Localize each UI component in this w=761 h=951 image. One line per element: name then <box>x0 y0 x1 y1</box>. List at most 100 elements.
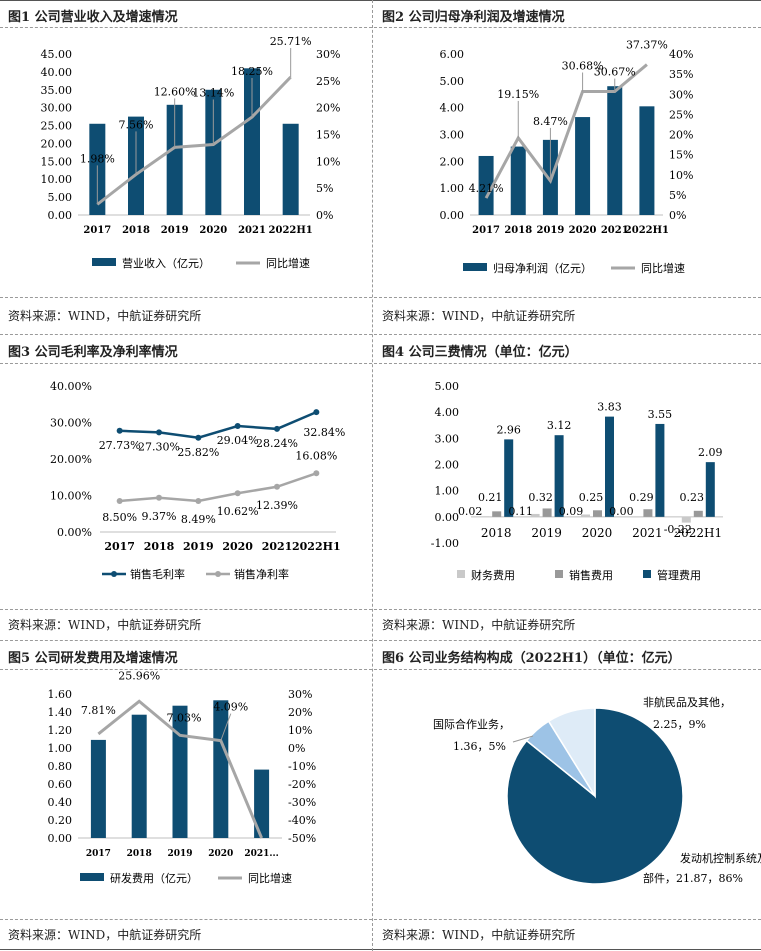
row-divider-1 <box>0 27 761 28</box>
c5-y2-tick-2: -30% <box>288 796 316 809</box>
c2-y2-tick-7: 35% <box>669 68 693 81</box>
c4-bar-0-1 <box>530 513 540 517</box>
c1-y-tick-7: 35.00 <box>41 84 73 97</box>
c4-legend-label-2: 管理费用 <box>657 568 701 582</box>
c3-legend-net-marker <box>215 571 221 577</box>
c4-value-label-1-1: 0.32 <box>528 491 553 504</box>
c4-category-4: 2022H1 <box>673 526 722 540</box>
c4-value-label-0-1: 0.11 <box>508 505 532 518</box>
c1-y2-tick-1: 5% <box>316 182 333 195</box>
c4-category-2: 2020 <box>582 526 613 540</box>
c1-y2-tick-4: 20% <box>316 102 340 115</box>
c1-bar-2 <box>166 104 183 215</box>
c1-category-0: 2017 <box>83 225 111 236</box>
c4-y-tick-5: 4.00 <box>435 406 460 419</box>
c5-y2-tick-8: 30% <box>288 688 312 701</box>
c1-legend-bar-label: 营业收入（亿元） <box>122 256 210 270</box>
c4-value-label-0-0: 0.02 <box>458 505 483 518</box>
c3-y-tick-3: 30.00% <box>50 417 92 430</box>
c3-marker-0-2 <box>195 434 202 441</box>
c1-legend-bar-swatch <box>92 258 116 266</box>
c2-y2-tick-2: 10% <box>669 169 693 182</box>
c3-category-3: 2020 <box>222 540 253 553</box>
top-rule <box>0 0 761 1</box>
c5-legend-bar-label: 研发费用（亿元） <box>110 871 198 885</box>
c3-point-label-0-3: 29.04% <box>217 434 259 447</box>
c1-y-tick-5: 25.00 <box>41 120 73 133</box>
c3-marker-1-5 <box>313 470 320 477</box>
c4-y-tick-1: 0.00 <box>435 511 460 524</box>
c5-y-tick-5: 1.00 <box>48 742 73 755</box>
row-divider-7 <box>0 669 761 670</box>
c4-bar-0-0 <box>480 516 490 517</box>
c2-bar-4 <box>607 86 623 215</box>
c5-y2-tick-6: 10% <box>288 724 312 737</box>
c3-marker-0-1 <box>156 429 162 436</box>
c3-point-label-0-4: 28.24% <box>256 437 298 450</box>
c3-point-label-0-0: 27.73% <box>99 439 141 452</box>
c2-y2-tick-8: 40% <box>669 48 693 61</box>
c2-legend-bar-swatch <box>463 263 487 271</box>
c4-bar-2-1 <box>554 435 564 517</box>
c3-point-label-1-2: 8.49% <box>181 513 216 526</box>
c1-y-tick-2: 10.00 <box>41 173 73 186</box>
c3-y-tick-2: 20.00% <box>50 453 92 466</box>
row-divider-6 <box>0 640 761 641</box>
c2-y2-tick-4: 20% <box>669 129 693 142</box>
fig2-source: 资料来源：WIND，中航证券研究所 <box>382 309 576 323</box>
c3-marker-1-2 <box>195 498 202 505</box>
c4-bar-1-2 <box>593 510 602 517</box>
c5-growth-label-1: 25.96% <box>118 669 160 682</box>
c1-y2-tick-2: 10% <box>316 155 340 168</box>
c1-category-5: 2022H1 <box>269 225 313 236</box>
fig1-title: 图1 公司营业收入及增速情况 <box>8 10 178 25</box>
c2-y-tick-5: 5.00 <box>440 75 465 88</box>
c3-marker-0-3 <box>234 423 241 430</box>
c3-y-tick-1: 10.00% <box>50 490 92 503</box>
c4-legend-swatch-2 <box>643 570 651 578</box>
c5-y-tick-1: 0.20 <box>48 814 73 827</box>
fig3-source: 资料来源：WIND，中航证券研究所 <box>8 618 202 632</box>
c2-growth-line <box>484 63 648 199</box>
c3-category-1: 2018 <box>144 540 175 553</box>
c2-y-tick-3: 3.00 <box>440 129 465 142</box>
margin-chart: 0.00% 10.00% 20.00% 30.00% 40.00% 27.73%27.30… <box>50 380 345 581</box>
c4-y-tick-0: -1.00 <box>431 537 459 550</box>
c2-y2-tick-1: 5% <box>669 189 686 202</box>
c5-legend-line-label: 同比增速 <box>248 871 292 885</box>
c4-bar-0-4 <box>681 516 691 523</box>
c3-y-tick-4: 40.00% <box>50 380 92 393</box>
c3-marker-0-5 <box>313 409 320 416</box>
c4-legend-swatch-1 <box>555 570 563 578</box>
c3-point-label-1-5: 16.08% <box>295 449 337 462</box>
c3-point-label-1-4: 12.39% <box>256 499 298 512</box>
c2-growth-label-5: 37.37% <box>626 39 668 52</box>
c4-bar-1-3 <box>643 509 653 517</box>
c5-growth-line <box>97 699 263 839</box>
row-divider-3 <box>0 334 761 335</box>
c3-category-4: 2021 <box>262 540 293 553</box>
c1-y-tick-9: 45.00 <box>41 48 73 61</box>
fig6-source: 资料来源：WIND，中航证券研究所 <box>382 928 576 942</box>
c1-bar-3 <box>205 89 222 215</box>
c5-category-4: 2021... <box>244 849 278 859</box>
c5-bar-4 <box>254 769 270 838</box>
c4-y-tick-6: 5.00 <box>435 380 460 393</box>
c5-growth-label-0: 7.81% <box>81 704 116 717</box>
c2-y2-tick-0: 0% <box>669 209 686 222</box>
c2-y-tick-2: 2.00 <box>440 155 465 168</box>
c3-marker-0-0 <box>116 427 123 434</box>
c5-category-0: 2017 <box>86 849 111 859</box>
c6-label-civil-line1: 非航民品及其他， <box>643 695 731 709</box>
c4-y-tick-2: 1.00 <box>435 485 460 498</box>
c5-y2-tick-7: 20% <box>288 706 312 719</box>
c3-marker-1-3 <box>234 490 241 497</box>
c6-slice-2 <box>547 707 596 799</box>
c1-bar-5 <box>282 123 299 215</box>
c4-legend-swatch-0 <box>457 570 465 578</box>
c1-legend-line-label: 同比增速 <box>266 256 310 270</box>
c3-marker-1-4 <box>274 483 280 490</box>
c5-y-tick-4: 0.80 <box>48 760 73 773</box>
c6-label-civil-line2: 2.25，9% <box>653 718 706 731</box>
c5-y2-tick-1: -40% <box>288 814 316 827</box>
